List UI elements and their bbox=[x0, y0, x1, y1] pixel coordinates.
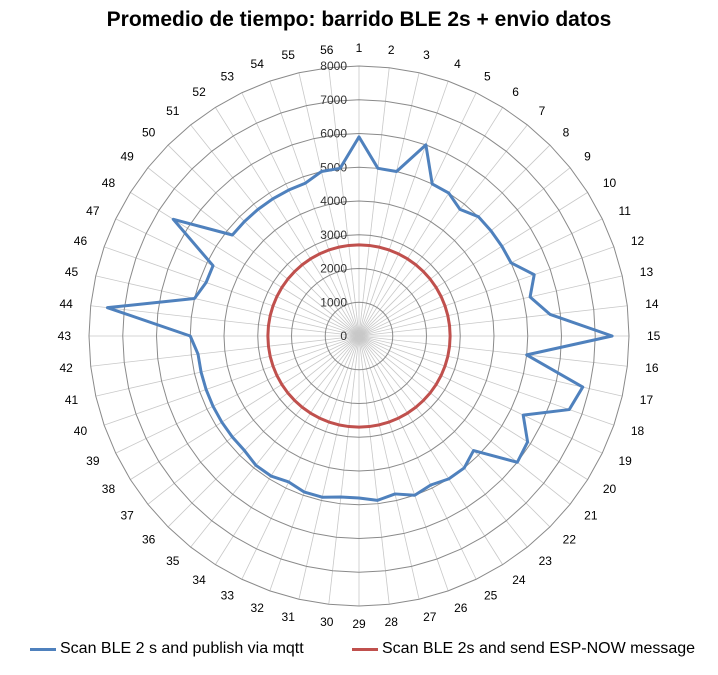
category-label-18: 18 bbox=[631, 424, 645, 438]
category-label-1: 1 bbox=[356, 41, 363, 55]
category-label-14: 14 bbox=[645, 297, 659, 311]
category-label-28: 28 bbox=[385, 615, 399, 629]
legend-item-mqtt: Scan BLE 2 s and publish via mqtt bbox=[30, 640, 304, 658]
category-label-35: 35 bbox=[166, 554, 180, 568]
category-label-42: 42 bbox=[59, 361, 73, 375]
category-label-33: 33 bbox=[221, 588, 235, 602]
category-label-27: 27 bbox=[423, 610, 437, 624]
category-label-26: 26 bbox=[454, 601, 468, 615]
grid-ring-4000 bbox=[223, 200, 495, 472]
grid-ring-8000 bbox=[88, 65, 630, 607]
category-label-46: 46 bbox=[74, 234, 88, 248]
grid-ring-6000 bbox=[155, 132, 563, 540]
category-label-50: 50 bbox=[142, 125, 156, 139]
series-line-mqtt bbox=[105, 135, 614, 502]
category-label-56: 56 bbox=[320, 43, 334, 57]
category-label-44: 44 bbox=[59, 297, 73, 311]
category-label-30: 30 bbox=[320, 615, 334, 629]
category-label-16: 16 bbox=[645, 361, 659, 375]
radial-tick-label: 7000 bbox=[320, 93, 347, 107]
category-label-52: 52 bbox=[192, 85, 206, 99]
category-label-53: 53 bbox=[221, 70, 235, 84]
series-line-espnow bbox=[266, 243, 452, 429]
category-label-31: 31 bbox=[282, 610, 296, 624]
category-label-37: 37 bbox=[120, 509, 134, 523]
category-label-22: 22 bbox=[563, 533, 577, 547]
category-label-17: 17 bbox=[640, 393, 654, 407]
legend-label-mqtt: Scan BLE 2 s and publish via mqtt bbox=[60, 640, 304, 657]
category-label-12: 12 bbox=[631, 234, 645, 248]
legend-label-espnow: Scan BLE 2s and send ESP-NOW message bbox=[382, 640, 696, 657]
category-label-19: 19 bbox=[618, 454, 632, 468]
grid-ring-2000 bbox=[290, 267, 428, 405]
category-label-49: 49 bbox=[120, 149, 134, 163]
category-label-29: 29 bbox=[352, 617, 366, 631]
category-label-55: 55 bbox=[282, 48, 296, 62]
category-label-10: 10 bbox=[603, 176, 617, 190]
category-label-23: 23 bbox=[539, 554, 553, 568]
category-label-45: 45 bbox=[65, 265, 79, 279]
category-label-2: 2 bbox=[388, 43, 395, 57]
chart-title: Promedio de tiempo: barrido BLE 2s + env… bbox=[106, 8, 612, 31]
category-label-40: 40 bbox=[74, 424, 88, 438]
category-label-48: 48 bbox=[102, 176, 116, 190]
category-label-24: 24 bbox=[512, 573, 526, 587]
category-label-11: 11 bbox=[618, 204, 631, 218]
grid-ring-7000 bbox=[122, 99, 596, 573]
radial-tick-label: 1000 bbox=[320, 295, 347, 309]
legend-swatch-espnow bbox=[352, 647, 378, 651]
legend-item-espnow: Scan BLE 2s and send ESP-NOW message bbox=[352, 640, 695, 658]
category-label-4: 4 bbox=[454, 57, 461, 71]
category-label-47: 47 bbox=[86, 204, 100, 218]
legend-swatch-mqtt bbox=[30, 647, 56, 651]
radial-tick-label: 3000 bbox=[320, 228, 347, 242]
grid-ring-1000 bbox=[324, 301, 394, 371]
category-label-7: 7 bbox=[539, 104, 546, 118]
radial-tick-label: 0 bbox=[340, 329, 347, 343]
category-label-54: 54 bbox=[251, 57, 265, 71]
category-label-36: 36 bbox=[142, 533, 156, 547]
category-label-25: 25 bbox=[484, 588, 498, 602]
category-label-9: 9 bbox=[584, 149, 591, 163]
category-label-15: 15 bbox=[647, 329, 661, 343]
category-label-32: 32 bbox=[251, 601, 265, 615]
grid-ring-3000 bbox=[257, 234, 461, 438]
radial-tick-label: 6000 bbox=[320, 127, 347, 141]
category-label-20: 20 bbox=[603, 482, 617, 496]
category-label-13: 13 bbox=[640, 265, 654, 279]
radial-tick-label: 8000 bbox=[320, 59, 347, 73]
category-label-21: 21 bbox=[584, 509, 598, 523]
category-label-43: 43 bbox=[58, 329, 72, 343]
category-label-6: 6 bbox=[512, 85, 519, 99]
category-label-38: 38 bbox=[102, 482, 116, 496]
category-label-5: 5 bbox=[484, 70, 491, 84]
category-label-34: 34 bbox=[192, 573, 206, 587]
radial-tick-label: 2000 bbox=[320, 262, 347, 276]
category-label-51: 51 bbox=[166, 104, 180, 118]
category-label-3: 3 bbox=[423, 48, 430, 62]
radial-tick-label: 4000 bbox=[320, 194, 347, 208]
category-label-41: 41 bbox=[65, 393, 79, 407]
category-label-39: 39 bbox=[86, 454, 100, 468]
category-label-8: 8 bbox=[563, 125, 570, 139]
